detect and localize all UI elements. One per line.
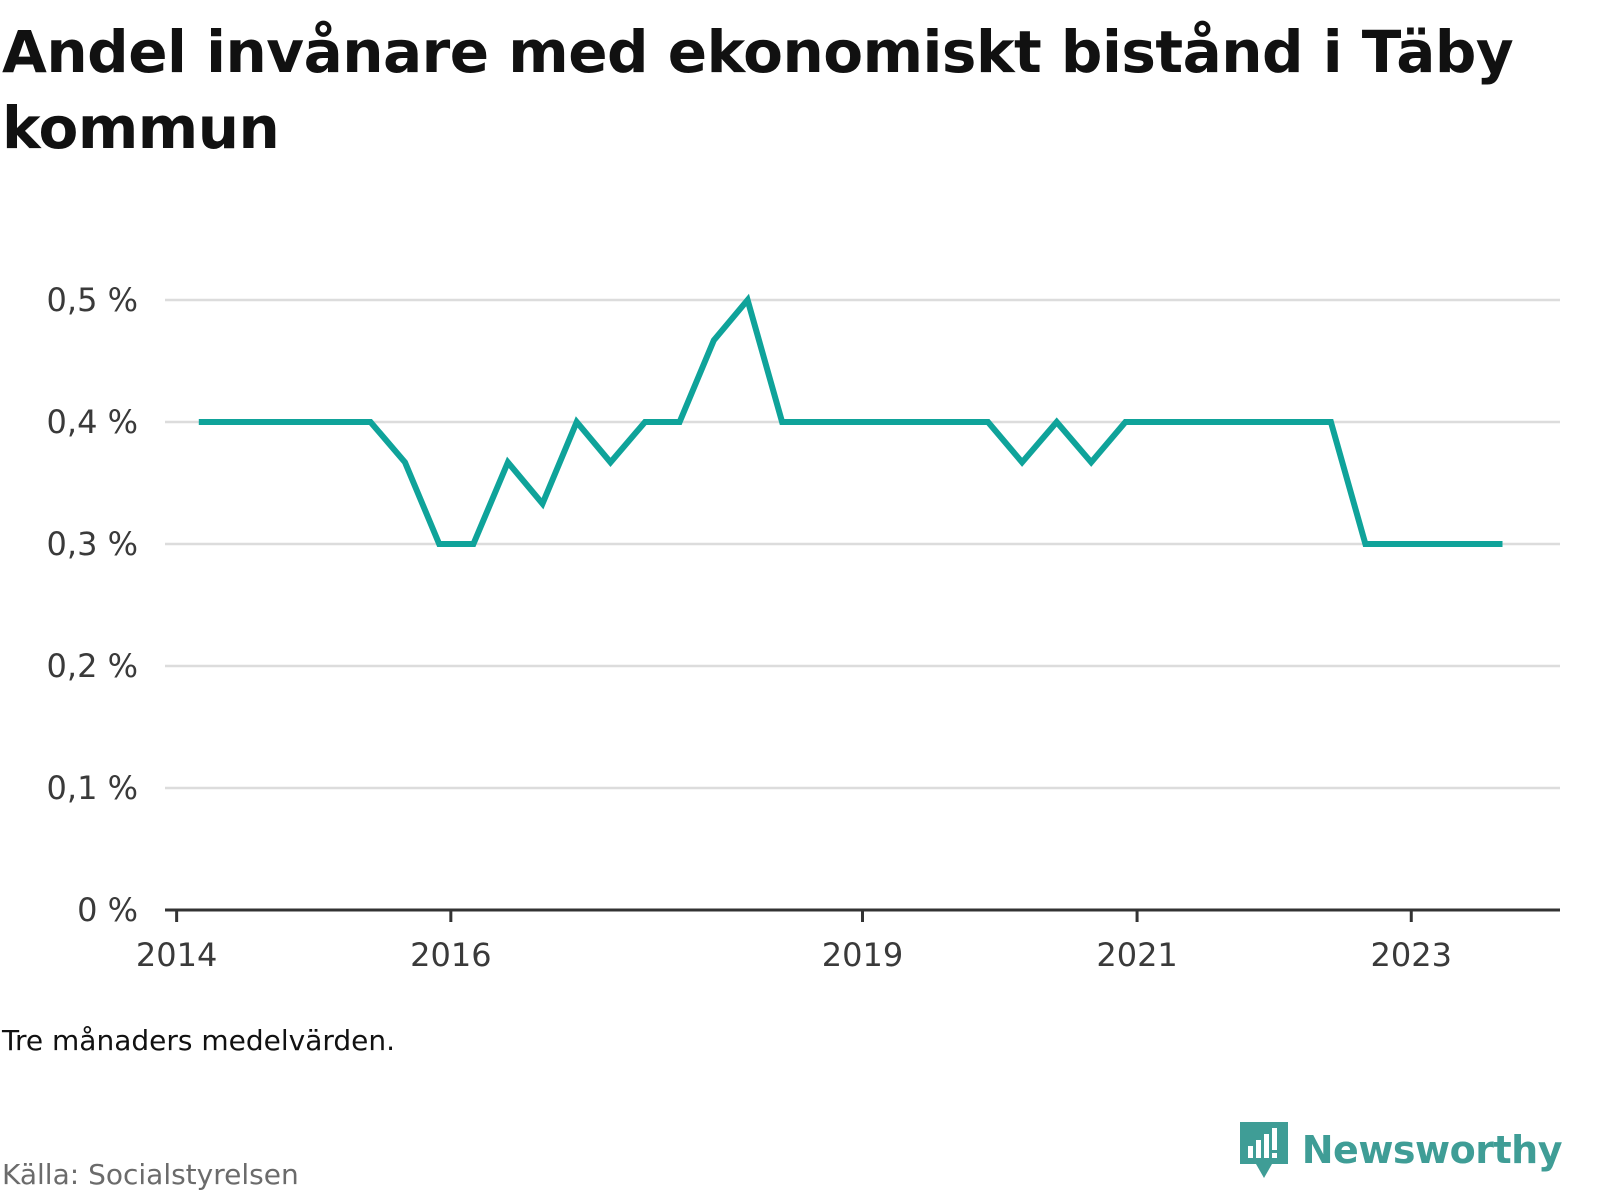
line-chart: 0 % 0,1 % 0,2 % 0,3 % 0,4 % 0,5 % 2014 2016 2019… [47, 281, 1560, 974]
y-tick-label: 0,4 % [47, 403, 138, 441]
x-tick-label: 2021 [1096, 936, 1177, 974]
x-tick-label: 2023 [1371, 936, 1452, 974]
x-tick-label: 2019 [822, 936, 903, 974]
y-tick-label: 0,1 % [47, 769, 138, 807]
y-tick-label: 0,5 % [47, 281, 138, 319]
y-tick-label: 0 % [77, 891, 138, 929]
chart-note: Tre månaders medelvärden. [2, 1024, 396, 1057]
chart-source: Källa: Socialstyrelsen [2, 1158, 299, 1191]
brand-name: Newsworthy [1301, 1128, 1563, 1172]
chart-title: Andel invånare med ekonomiskt bistånd i … [2, 18, 1514, 162]
x-tick-label: 2016 [410, 936, 491, 974]
x-tick-label: 2014 [136, 936, 217, 974]
series-line [198, 293, 1503, 547]
y-tick-label: 0,2 % [47, 647, 138, 685]
brand-logo: Newsworthy [1238, 1120, 1563, 1180]
newsworthy-logo-icon [1239, 1122, 1288, 1178]
y-tick-label: 0,3 % [47, 525, 138, 563]
